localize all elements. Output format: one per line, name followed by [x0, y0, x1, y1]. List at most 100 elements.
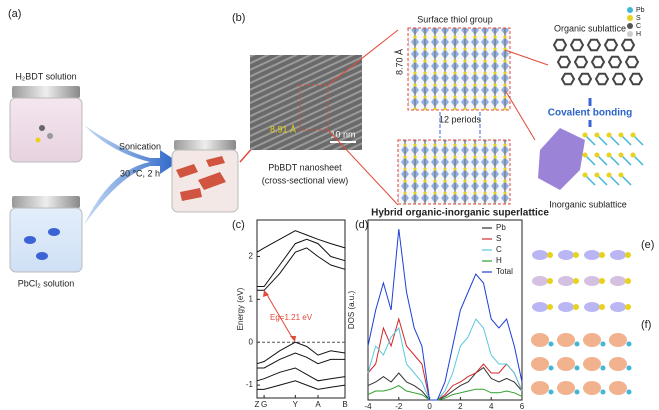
atom — [631, 133, 636, 138]
blob — [609, 333, 627, 347]
ring — [562, 74, 574, 84]
atom — [583, 153, 588, 158]
blob — [531, 333, 549, 347]
x-tick-label: -4 — [364, 402, 372, 410]
structure-label: Surface thiol group — [417, 14, 493, 24]
jar — [172, 140, 238, 212]
x-tick-label: 0 — [427, 402, 432, 410]
blob — [609, 381, 627, 395]
atom — [607, 153, 612, 158]
legend-dot — [627, 31, 633, 37]
figure: (a) (b) (c) (d) (e) (f) H₂BDT solution P… — [0, 0, 659, 410]
ring — [622, 40, 634, 50]
blob — [584, 302, 600, 312]
atom — [575, 390, 580, 395]
blob — [557, 381, 575, 395]
x-tick-label: 2 — [458, 402, 463, 410]
atom — [631, 153, 636, 158]
series-line — [257, 381, 345, 390]
blob — [583, 381, 601, 395]
ring — [605, 40, 617, 50]
period-label: 12 periods — [439, 114, 482, 124]
ring — [571, 40, 583, 50]
atom — [575, 342, 580, 347]
atom — [573, 278, 579, 284]
solution-label: PbCl₂ solution — [18, 278, 75, 288]
panel-label: (d) — [355, 219, 368, 231]
atom — [625, 278, 631, 284]
ring — [558, 57, 570, 67]
atom — [625, 304, 631, 310]
blob — [531, 381, 549, 395]
y-tick-label: 0 — [249, 337, 254, 346]
blob — [557, 333, 575, 347]
series-line — [257, 342, 345, 364]
atom — [619, 173, 624, 178]
inorganic-sublattice — [538, 128, 585, 190]
legend-label: C — [636, 23, 641, 30]
arrow-head — [290, 336, 296, 342]
blob — [558, 302, 574, 312]
blob — [610, 250, 626, 260]
y-tick-label: 1 — [249, 294, 254, 303]
x-tick-label: G — [261, 400, 267, 409]
blob — [558, 276, 574, 286]
atom — [573, 304, 579, 310]
panel-label: (f) — [641, 319, 651, 331]
x-tick-label: 6 — [520, 402, 525, 410]
ring — [626, 57, 638, 67]
atom — [607, 133, 612, 138]
atom — [583, 173, 588, 178]
structure-label: Organic sublattice — [554, 23, 626, 33]
x-tick-label: 4 — [489, 402, 494, 410]
x-tick-label: B — [342, 400, 347, 409]
jar — [10, 196, 82, 272]
ring — [554, 40, 566, 50]
spacing-label: 8.91 Å — [270, 124, 296, 134]
y-axis-label: DOS (a.u.) — [347, 291, 356, 330]
section-title: Hybrid organic-inorganic superlattice — [371, 208, 549, 219]
bonding-label: Covalent bonding — [548, 108, 632, 119]
atom — [627, 366, 632, 371]
ring — [613, 74, 625, 84]
legend-label: S — [496, 234, 501, 243]
atom — [547, 278, 553, 284]
atom — [595, 153, 600, 158]
charge-density-f — [531, 333, 632, 395]
series-line — [368, 319, 522, 400]
blob — [532, 250, 548, 260]
ring — [609, 57, 621, 67]
atom — [619, 133, 624, 138]
atom — [549, 342, 554, 347]
atom — [549, 366, 554, 371]
panel-label: (e) — [641, 239, 654, 251]
tem-title: PbBDT nanosheet — [268, 162, 342, 172]
atom — [599, 278, 605, 284]
legend-dot — [627, 15, 633, 21]
legend-label: H — [496, 256, 502, 265]
ring — [592, 57, 604, 67]
atom — [619, 153, 624, 158]
panel-label: (a) — [8, 8, 21, 20]
legend-dot — [627, 7, 633, 13]
atom — [601, 390, 606, 395]
legend-label: C — [496, 245, 502, 254]
atom — [573, 252, 579, 258]
arrow — [505, 50, 548, 65]
atom — [599, 304, 605, 310]
ring — [588, 40, 600, 50]
organic-sublattice — [554, 40, 642, 84]
panel-label: (b) — [232, 12, 245, 24]
condition-label: 30 °C, 2 h — [120, 168, 160, 178]
atom — [601, 366, 606, 371]
panel-label: (c) — [232, 219, 245, 231]
blob — [583, 357, 601, 371]
y-tick-label: 2 — [249, 252, 254, 261]
atom — [599, 252, 605, 258]
atom — [601, 342, 606, 347]
atom — [575, 366, 580, 371]
atom — [627, 390, 632, 395]
atom — [549, 390, 554, 395]
legend-dot — [627, 23, 633, 29]
blob — [610, 302, 626, 312]
